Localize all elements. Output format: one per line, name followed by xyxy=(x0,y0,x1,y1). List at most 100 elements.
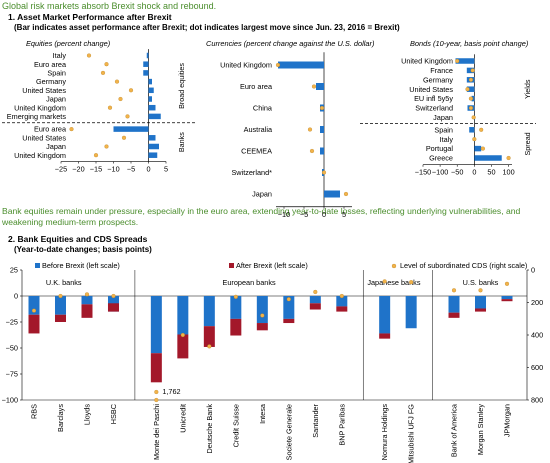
bar-before-2 xyxy=(81,296,93,305)
bar-4 xyxy=(320,147,324,155)
legend-dot xyxy=(391,263,397,269)
bar-9 xyxy=(148,135,156,141)
dot-7 xyxy=(479,127,484,132)
bar-before-15 xyxy=(475,296,487,309)
dot-7 xyxy=(125,114,130,119)
panel-title: Bonds (10-year, basis point change) xyxy=(410,39,529,48)
bar-after-16 xyxy=(501,299,513,302)
right-tick-label: 200 xyxy=(531,298,543,307)
dot-6 xyxy=(471,115,476,120)
dot-2 xyxy=(468,77,473,82)
category-label: China xyxy=(253,104,273,113)
dot-10 xyxy=(104,144,109,149)
category-label: Japan xyxy=(46,142,66,151)
x-tick-label: −5 xyxy=(300,210,308,219)
bar-after-3 xyxy=(107,303,119,312)
panel2-title: 2. Bank Equities and CDS Spreads xyxy=(8,234,148,244)
panel1-title: 1. Asset Market Performance after Brexit xyxy=(8,12,172,22)
bar-after-1 xyxy=(54,314,66,322)
dot-1 xyxy=(104,62,109,67)
bank-label: Barclays xyxy=(56,404,65,432)
category-label: Euro area xyxy=(34,60,67,69)
bar-after-11 xyxy=(336,306,348,312)
bar-before-14 xyxy=(448,296,460,313)
dot-1 xyxy=(470,68,475,73)
dot-10 xyxy=(506,155,511,161)
cds-dot-15 xyxy=(478,288,483,293)
bar-3 xyxy=(320,126,324,133)
bank-label: HSBC xyxy=(109,404,118,424)
category-label: Japan xyxy=(433,113,453,122)
legend-swatch-before xyxy=(35,263,40,268)
dot-5 xyxy=(468,105,473,111)
panel1-subtitle: (Bar indicates asset performance after B… xyxy=(14,23,400,32)
left-tick-label: −25 xyxy=(6,318,18,327)
x-tick-label: 0 xyxy=(472,168,476,177)
category-label: Spain xyxy=(47,69,66,78)
bar-2 xyxy=(143,70,149,76)
panel2-subtitle: (Year-to-date changes; basis points) xyxy=(14,245,152,254)
bar-4 xyxy=(148,87,154,94)
bar-10 xyxy=(148,143,159,150)
bar-after-4 xyxy=(150,353,162,383)
headline-2-line-2: weakening medium-term prospects. xyxy=(1,217,138,227)
bar-before-4 xyxy=(150,296,162,354)
category-label: Euro area xyxy=(34,125,67,134)
bank-label: Nomura Holdings xyxy=(380,404,389,461)
bar-before-11 xyxy=(336,296,348,307)
cds-dot-8 xyxy=(260,313,265,318)
bank-label: Deutsche Bank xyxy=(205,404,214,454)
left-tick-label: −50 xyxy=(6,344,18,353)
headline-2-line-1: Bank equities remain under pressure, esp… xyxy=(2,206,521,216)
bank-label: Mitsubishi UFJ FG xyxy=(407,404,416,463)
x-tick-label: 0 xyxy=(146,165,150,174)
category-label: France xyxy=(430,66,453,75)
x-tick-label: 50 xyxy=(487,168,495,177)
bar-6 xyxy=(324,190,340,198)
bar-1 xyxy=(466,67,475,74)
category-label: United States xyxy=(22,86,66,95)
bar-after-15 xyxy=(475,308,487,312)
cds-dot-6 xyxy=(207,344,212,349)
bank-label: Societe Generale xyxy=(284,404,293,460)
bar-7 xyxy=(148,113,161,120)
category-label: Australia xyxy=(244,125,273,134)
bar-11 xyxy=(148,152,158,158)
cds-dot-2 xyxy=(84,292,90,297)
legend-label-after: After Brexit (left scale) xyxy=(236,261,308,270)
cds-dot-9 xyxy=(286,297,291,302)
category-label: Portugal xyxy=(426,144,454,153)
dot-6 xyxy=(343,191,349,197)
category-label: CEEMEA xyxy=(241,147,272,156)
bank-label: JPMorgan xyxy=(503,404,512,437)
group-label: Spread xyxy=(523,132,532,155)
cds-dot-13 xyxy=(409,280,414,285)
bar-4 xyxy=(471,95,475,102)
dot-0 xyxy=(455,58,460,64)
bonds-chart: Bonds (10-year, basis point change) Unite… xyxy=(360,39,536,177)
x-tick-label: −100 xyxy=(432,168,448,177)
bar-before-6 xyxy=(203,296,215,327)
cds-dot-3 xyxy=(111,293,116,299)
bank-label: BNP Paribas xyxy=(337,404,346,446)
bar-after-10 xyxy=(309,303,321,310)
bar-6 xyxy=(148,104,156,111)
group-label: Broad equities xyxy=(177,63,186,109)
bar-before-7 xyxy=(230,296,242,319)
category-label: Greece xyxy=(429,154,453,163)
dot-5 xyxy=(118,96,123,102)
x-tick-label: 5 xyxy=(342,210,346,219)
bar-after-0 xyxy=(28,314,40,334)
headline-1: Global risk markets absorb Brexit shock … xyxy=(2,1,216,11)
category-label: United States xyxy=(409,85,453,94)
x-tick-label: −10 xyxy=(107,165,119,174)
dot-4 xyxy=(128,88,134,93)
bank-chart: Before Brexit (left scale) After Brexit (… xyxy=(2,261,544,463)
bar-7 xyxy=(469,127,475,133)
dot-1 xyxy=(311,84,317,89)
right-tick-label: 0 xyxy=(531,266,535,275)
x-tick-label: −50 xyxy=(451,168,463,177)
bar-after-2 xyxy=(81,304,93,318)
